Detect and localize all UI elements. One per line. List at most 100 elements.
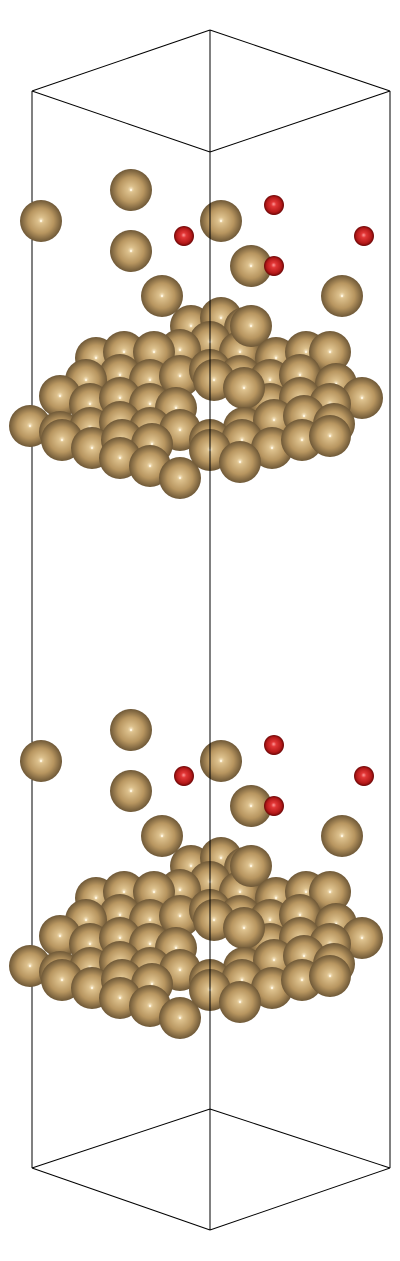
atom-highlight bbox=[28, 424, 32, 428]
atom-highlight bbox=[300, 978, 304, 982]
cell-edge bbox=[31, 29, 211, 92]
atom-highlight bbox=[304, 890, 308, 894]
atom-highlight bbox=[240, 438, 244, 442]
atom-highlight bbox=[302, 954, 306, 958]
atom-highlight bbox=[90, 446, 94, 450]
atom-highlight bbox=[360, 396, 364, 400]
atom-highlight bbox=[298, 373, 302, 377]
atom-highlight bbox=[148, 942, 152, 946]
atom-highlight bbox=[118, 913, 122, 917]
cell-edge bbox=[31, 1167, 211, 1231]
atom-highlight bbox=[148, 402, 152, 406]
atom-highlight bbox=[304, 350, 308, 354]
atom-highlight bbox=[328, 434, 332, 438]
cell-edge bbox=[209, 1167, 391, 1231]
atom-highlight bbox=[238, 460, 242, 464]
atom-highlight bbox=[178, 888, 182, 892]
atom-highlight bbox=[328, 974, 332, 978]
atom-highlight bbox=[274, 356, 278, 360]
atom-highlight bbox=[240, 978, 244, 982]
atom-highlight bbox=[88, 942, 92, 946]
atom-highlight bbox=[249, 264, 253, 268]
atom-highlight bbox=[129, 249, 133, 253]
atom-highlight bbox=[84, 378, 88, 382]
atom-highlight bbox=[39, 219, 43, 223]
atom-highlight bbox=[272, 418, 276, 422]
atom-highlight bbox=[152, 890, 156, 894]
atom-highlight bbox=[122, 890, 126, 894]
cell-edge bbox=[209, 1108, 391, 1169]
atom-highlight bbox=[249, 864, 253, 868]
atom-highlight bbox=[84, 918, 88, 922]
atom-highlight bbox=[148, 1004, 152, 1008]
atom-highlight bbox=[150, 442, 154, 446]
atom-highlight bbox=[148, 464, 152, 468]
atom-highlight bbox=[60, 438, 64, 442]
cell-edge bbox=[209, 90, 391, 153]
atom-highlight bbox=[189, 324, 193, 328]
atom-highlight bbox=[300, 438, 304, 442]
atom-highlight bbox=[189, 864, 193, 868]
atom-highlight bbox=[118, 396, 122, 400]
atom-highlight bbox=[94, 896, 98, 900]
atom-highlight bbox=[268, 378, 272, 382]
atom-layer bbox=[9, 169, 383, 1039]
atom-highlight bbox=[249, 324, 253, 328]
atom-highlight bbox=[242, 386, 246, 390]
atom-highlight bbox=[340, 834, 344, 838]
atom-highlight bbox=[328, 890, 332, 894]
atom-highlight bbox=[340, 294, 344, 298]
atom-highlight bbox=[238, 350, 242, 354]
atom-highlight bbox=[88, 402, 92, 406]
oxygen-atom bbox=[354, 766, 374, 786]
atom-highlight bbox=[238, 1000, 242, 1004]
atom-highlight bbox=[178, 476, 182, 480]
oxygen-atom bbox=[354, 226, 374, 246]
atom-highlight bbox=[219, 219, 223, 223]
atom-highlight bbox=[129, 188, 133, 192]
atom-highlight bbox=[270, 986, 274, 990]
atom-highlight bbox=[118, 996, 122, 1000]
cell-edge bbox=[209, 29, 391, 92]
atom-highlight bbox=[178, 374, 182, 378]
atom-highlight bbox=[178, 1016, 182, 1020]
oxygen-atom bbox=[264, 796, 284, 816]
oxygen-atom bbox=[174, 226, 194, 246]
atom-highlight bbox=[219, 759, 223, 763]
cell-edge bbox=[31, 1108, 211, 1169]
atom-highlight bbox=[122, 350, 126, 354]
atom-highlight bbox=[58, 394, 62, 398]
atom-highlight bbox=[118, 373, 122, 377]
atom-highlight bbox=[94, 356, 98, 360]
atom-highlight bbox=[152, 350, 156, 354]
atom-highlight bbox=[148, 918, 152, 922]
atom-highlight bbox=[249, 804, 253, 808]
atom-highlight bbox=[150, 982, 154, 986]
oxygen-atom bbox=[174, 766, 194, 786]
atom-highlight bbox=[268, 918, 272, 922]
atom-highlight bbox=[272, 958, 276, 962]
oxygen-atom bbox=[264, 735, 284, 755]
atom-highlight bbox=[39, 759, 43, 763]
atom-highlight bbox=[298, 913, 302, 917]
atom-highlight bbox=[302, 414, 306, 418]
atom-highlight bbox=[148, 378, 152, 382]
atom-highlight bbox=[58, 934, 62, 938]
atom-highlight bbox=[174, 946, 178, 950]
atom-highlight bbox=[174, 406, 178, 410]
atom-highlight bbox=[90, 986, 94, 990]
oxygen-atom bbox=[264, 256, 284, 276]
atom-highlight bbox=[212, 378, 216, 382]
atom-highlight bbox=[212, 918, 216, 922]
atom-highlight bbox=[238, 890, 242, 894]
atom-highlight bbox=[328, 350, 332, 354]
atom-highlight bbox=[178, 348, 182, 352]
atom-highlight bbox=[118, 936, 122, 940]
atom-highlight bbox=[360, 936, 364, 940]
atom-highlight bbox=[178, 968, 182, 972]
atom-highlight bbox=[178, 428, 182, 432]
atom-highlight bbox=[118, 456, 122, 460]
atom-highlight bbox=[160, 294, 164, 298]
atom-highlight bbox=[219, 856, 223, 860]
